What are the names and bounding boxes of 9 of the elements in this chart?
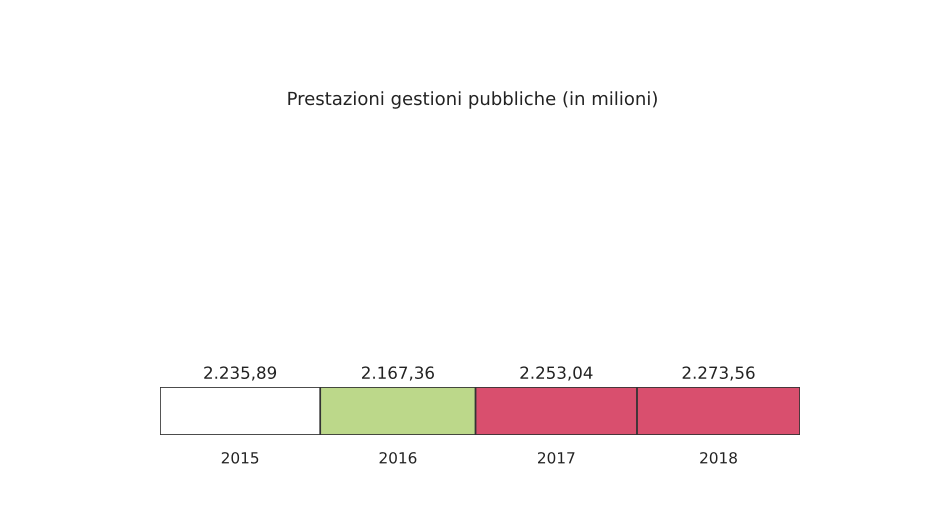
series-label: 2018 (700, 452, 737, 464)
chart-title: Prestazioni gestioni pubbliche (in milioni) (288, 91, 657, 109)
series-label: 2015 (222, 452, 258, 464)
series-label: 2016 (380, 452, 416, 464)
data-label: 2.235,89 (204, 366, 276, 381)
series-label: 2017 (538, 452, 574, 464)
data-label: 2.273,56 (682, 366, 755, 381)
data-label: 2.167,36 (362, 366, 434, 381)
data-label: 2.253,04 (520, 366, 592, 381)
